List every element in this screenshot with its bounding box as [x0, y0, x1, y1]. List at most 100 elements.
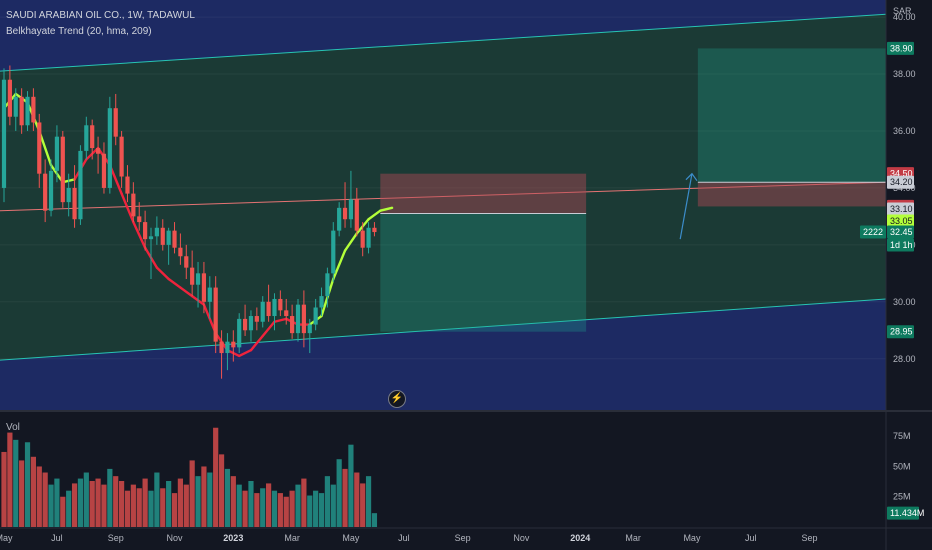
- volume-bar: [242, 490, 248, 527]
- candle-body: [342, 207, 348, 220]
- badge-mid-channel-bg: [887, 175, 914, 189]
- candle-body: [231, 341, 236, 348]
- trend-segment: [120, 192, 135, 224]
- position-target-zone: [380, 213, 587, 332]
- candle: [260, 296, 265, 328]
- chart-title: SAUDI ARABIAN OIL CO., 1W, TADAWUL: [6, 10, 195, 21]
- candle-body: [78, 150, 83, 220]
- volume-bar: [101, 484, 107, 527]
- badge-mid-channel: 34.20: [890, 177, 913, 187]
- candle: [348, 170, 354, 228]
- candle-body: [31, 96, 36, 123]
- candle: [237, 313, 242, 354]
- position-target-zone: [697, 48, 886, 183]
- candle: [372, 222, 377, 237]
- volume-bar: [95, 478, 101, 527]
- candle: [178, 233, 183, 265]
- volume-bar: [142, 478, 148, 527]
- candle: [125, 165, 130, 203]
- candle: [19, 88, 24, 134]
- candle: [54, 125, 60, 183]
- volume-bar: [160, 488, 166, 527]
- trend-segment: [261, 320, 276, 338]
- candle-body: [237, 318, 242, 348]
- volume-bar: [7, 432, 13, 527]
- time-tick-label: Mar: [284, 533, 300, 543]
- candle-body: [319, 296, 324, 308]
- time-tick-label: Nov: [167, 533, 184, 543]
- candle: [366, 222, 371, 254]
- volume-bar: [318, 493, 325, 527]
- candle: [154, 216, 159, 245]
- candle-body: [54, 136, 60, 171]
- volume-bar: [189, 460, 195, 527]
- candle-body: [313, 307, 318, 325]
- candle: [360, 222, 365, 257]
- candle: [325, 267, 330, 308]
- candle-body: [19, 96, 24, 126]
- candle-body: [272, 298, 277, 317]
- volume-bar: [177, 478, 183, 527]
- volume-bar: [360, 483, 366, 527]
- badge-symbol-tag: 2222: [863, 227, 883, 237]
- candle: [66, 173, 71, 217]
- candle: [90, 119, 95, 160]
- candle: [31, 88, 36, 131]
- candle: [143, 210, 148, 251]
- time-tick-label: Sep: [108, 533, 124, 543]
- volume-tick-label: 25M: [893, 492, 911, 502]
- volume-bar: [48, 484, 54, 527]
- candle-body: [290, 316, 295, 334]
- volume-bar: [66, 490, 72, 527]
- candle-body: [101, 153, 107, 188]
- candle: [131, 182, 136, 223]
- volume-bar: [13, 439, 19, 527]
- volume-label: Vol: [6, 422, 20, 433]
- candle: [337, 202, 342, 237]
- volume-bar: [342, 468, 348, 527]
- lightning-bolt-icon[interactable]: ⚡: [388, 390, 406, 408]
- candle-body: [201, 273, 207, 302]
- candle: [284, 298, 289, 325]
- badge-volume-last-bg: [887, 506, 919, 520]
- candle: [219, 330, 224, 379]
- price-tick-label: 40.00: [893, 12, 916, 22]
- indicator-legend[interactable]: Belkhayate Trend (20, hma, 209): [6, 26, 152, 37]
- candle-body: [172, 230, 177, 248]
- volume-bar: [166, 481, 172, 527]
- candle-body: [225, 341, 230, 354]
- candle-body: [154, 227, 159, 237]
- candle-body: [131, 193, 136, 217]
- candle-body: [266, 301, 271, 317]
- candle: [107, 96, 112, 194]
- candle-body: [143, 222, 148, 240]
- candle-body: [354, 199, 359, 231]
- volume-bar: [171, 493, 178, 527]
- volume-bar: [77, 478, 84, 527]
- volume-bar: [195, 476, 201, 527]
- candle-body: [107, 108, 112, 188]
- volume-bar: [348, 444, 354, 527]
- time-tick-label: May: [0, 533, 13, 543]
- candle: [319, 287, 324, 317]
- volume-bar: [83, 472, 89, 527]
- candle: [272, 293, 277, 331]
- candle-body: [66, 187, 71, 203]
- volume-tick-label: 50M: [893, 461, 911, 471]
- volume-bar: [148, 490, 154, 527]
- candle: [248, 310, 254, 342]
- volume-bar: [201, 466, 207, 527]
- badge-target-top: 38.90: [890, 43, 913, 53]
- candle: [295, 298, 301, 342]
- badge-volume-last: 11.434M: [890, 508, 924, 518]
- volume-bar: [271, 490, 278, 527]
- candle: [207, 276, 212, 319]
- volume-bar: [124, 490, 131, 527]
- candle-body: [372, 227, 377, 233]
- time-tick-label: Sep: [455, 533, 471, 543]
- time-tick-label: Nov: [513, 533, 530, 543]
- candle: [242, 304, 248, 336]
- volume-bar: [283, 496, 289, 527]
- currency-label[interactable]: SAR: [893, 6, 912, 16]
